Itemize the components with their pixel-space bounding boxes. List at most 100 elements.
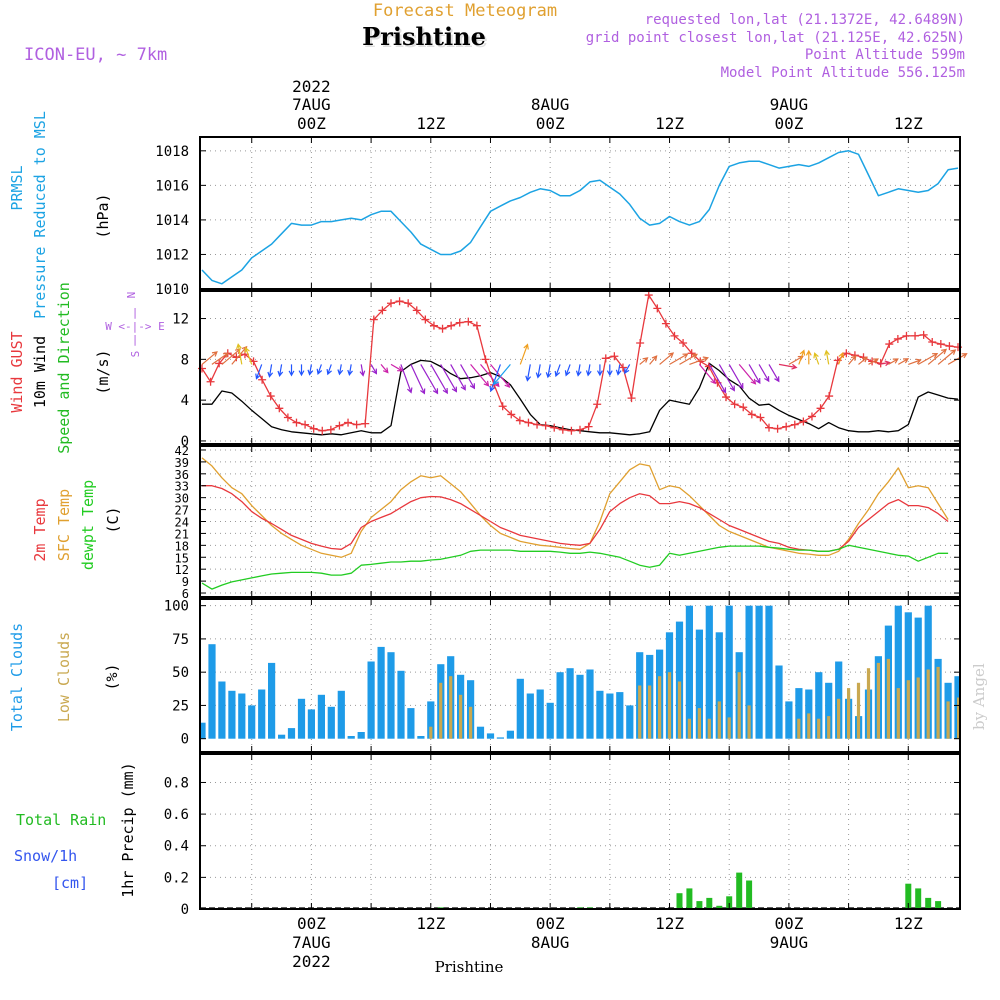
total-cloud-bar (397, 670, 405, 739)
gust-marker (618, 363, 627, 372)
y-tick-label: 33 (175, 480, 189, 494)
wind-rose: N | W <-|-> E | S (105, 292, 165, 358)
y-tick-label: 25 (172, 698, 189, 714)
panel-frame (199, 136, 961, 290)
wind-direction-arrow (460, 364, 476, 390)
gust-marker (447, 321, 456, 330)
panel-frame (199, 598, 961, 753)
gust-marker (816, 404, 825, 413)
bottom-date-label: 9AUG (770, 933, 809, 952)
wind-direction-arrow (679, 353, 698, 365)
gust-marker (292, 418, 301, 427)
y-tick-label: 21 (175, 527, 189, 541)
gust-marker (911, 331, 920, 340)
gust-marker (893, 334, 902, 343)
prmsl-label: PRMSL (8, 165, 26, 210)
total-cloud-bar (725, 605, 733, 739)
gust-marker (412, 306, 421, 315)
wind-direction-arrow (689, 356, 709, 365)
gust-marker (842, 349, 851, 358)
y-tick-label: 12 (172, 312, 189, 328)
total-cloud-bar (367, 661, 375, 739)
low-clouds-label: Low Clouds (55, 632, 73, 722)
gust-marker (704, 362, 713, 371)
wind-direction-arrow (698, 364, 717, 385)
gust-marker (335, 421, 344, 430)
model-altitude: Model Point Altitude 556.125m (721, 65, 965, 81)
y-tick-label: 1016 (155, 178, 189, 194)
y-tick-label: 4 (181, 393, 189, 409)
wind-direction-arrow (316, 364, 323, 375)
rose-axis: W <-|-> E (105, 320, 165, 333)
total-cloud-bar (606, 693, 614, 739)
total-cloud-bar (476, 726, 485, 739)
wind-direction-arrow (927, 348, 948, 365)
y-tick-label: 27 (175, 504, 189, 518)
gust-marker (567, 426, 576, 435)
y-tick-label: 0.6 (164, 807, 189, 823)
total-cloud-bar (238, 693, 246, 739)
bottom-time-label: 12Z (655, 914, 684, 933)
low-cloud-bar (817, 718, 821, 739)
wind-direction-arrow (410, 364, 426, 395)
total-cloud-bar (427, 701, 435, 739)
gust-marker (902, 331, 911, 340)
total-cloud-bar (904, 612, 912, 739)
pressure-label: Pressure Reduced to MSL (31, 111, 49, 319)
wind-direction-arrow (758, 364, 770, 383)
y-tick-label: 100 (164, 599, 189, 615)
rain-bar (935, 901, 942, 909)
low-cloud-bar (876, 662, 880, 739)
total-cloud-bar (546, 702, 554, 739)
total-clouds-label: Total Clouds (8, 623, 26, 731)
gust-marker (258, 375, 267, 384)
gust-marker (498, 402, 507, 411)
wind-direction-arrow (585, 364, 592, 377)
gust-marker (421, 315, 430, 324)
low-cloud-bar (449, 676, 453, 739)
top-time-label: 00Z (536, 114, 565, 133)
y-tick-label: 1010 (155, 282, 189, 298)
low-cloud-bar (936, 666, 940, 739)
top-time-label: 00Z (297, 114, 326, 133)
gust-marker (747, 410, 756, 419)
footer-city: Prishtine (435, 958, 504, 976)
low-cloud-bar (697, 708, 701, 739)
low-cloud-bar (707, 718, 711, 739)
top-time-label: 12Z (894, 114, 923, 133)
gust-marker (730, 400, 739, 409)
gust-marker (765, 423, 774, 432)
wind-direction-arrow (535, 364, 542, 379)
rain-bar (686, 888, 693, 909)
wind-direction-arrow (545, 364, 552, 379)
bottom-time-label: 12Z (894, 914, 923, 933)
wind-direction-arrow (639, 357, 649, 365)
wind-direction-arrow (708, 364, 727, 394)
gust-marker (584, 422, 593, 431)
gust-marker (301, 420, 310, 429)
wind-direction-arrow (554, 364, 561, 378)
total-cloud-bar (327, 706, 335, 739)
y-tick-label: 0 (181, 902, 189, 918)
total-cloud-bar (417, 736, 425, 739)
total-cloud-bar (317, 694, 325, 739)
rain-bar (726, 896, 733, 909)
low-cloud-bar (459, 694, 463, 739)
model-name: ICON-EU, ~ 7km (24, 45, 167, 65)
gust-marker (679, 339, 688, 348)
wind-direction-arrow (728, 364, 744, 390)
gust-marker (807, 412, 816, 421)
wind-direction-arrow (718, 364, 735, 392)
gust-marker (352, 420, 361, 429)
gust-marker (404, 299, 413, 308)
y-tick-label: 42 (175, 444, 189, 458)
total-cloud-bar (526, 693, 534, 739)
wind-direction-arrow (337, 364, 344, 376)
top-time-label: 12Z (416, 114, 445, 133)
total-cloud-bar (307, 709, 315, 739)
snow-label: Snow/1h (14, 847, 77, 865)
y-tick-label: 50 (172, 665, 189, 681)
pressure-unit: (hPa) (94, 193, 112, 238)
low-cloud-bar (957, 697, 960, 739)
